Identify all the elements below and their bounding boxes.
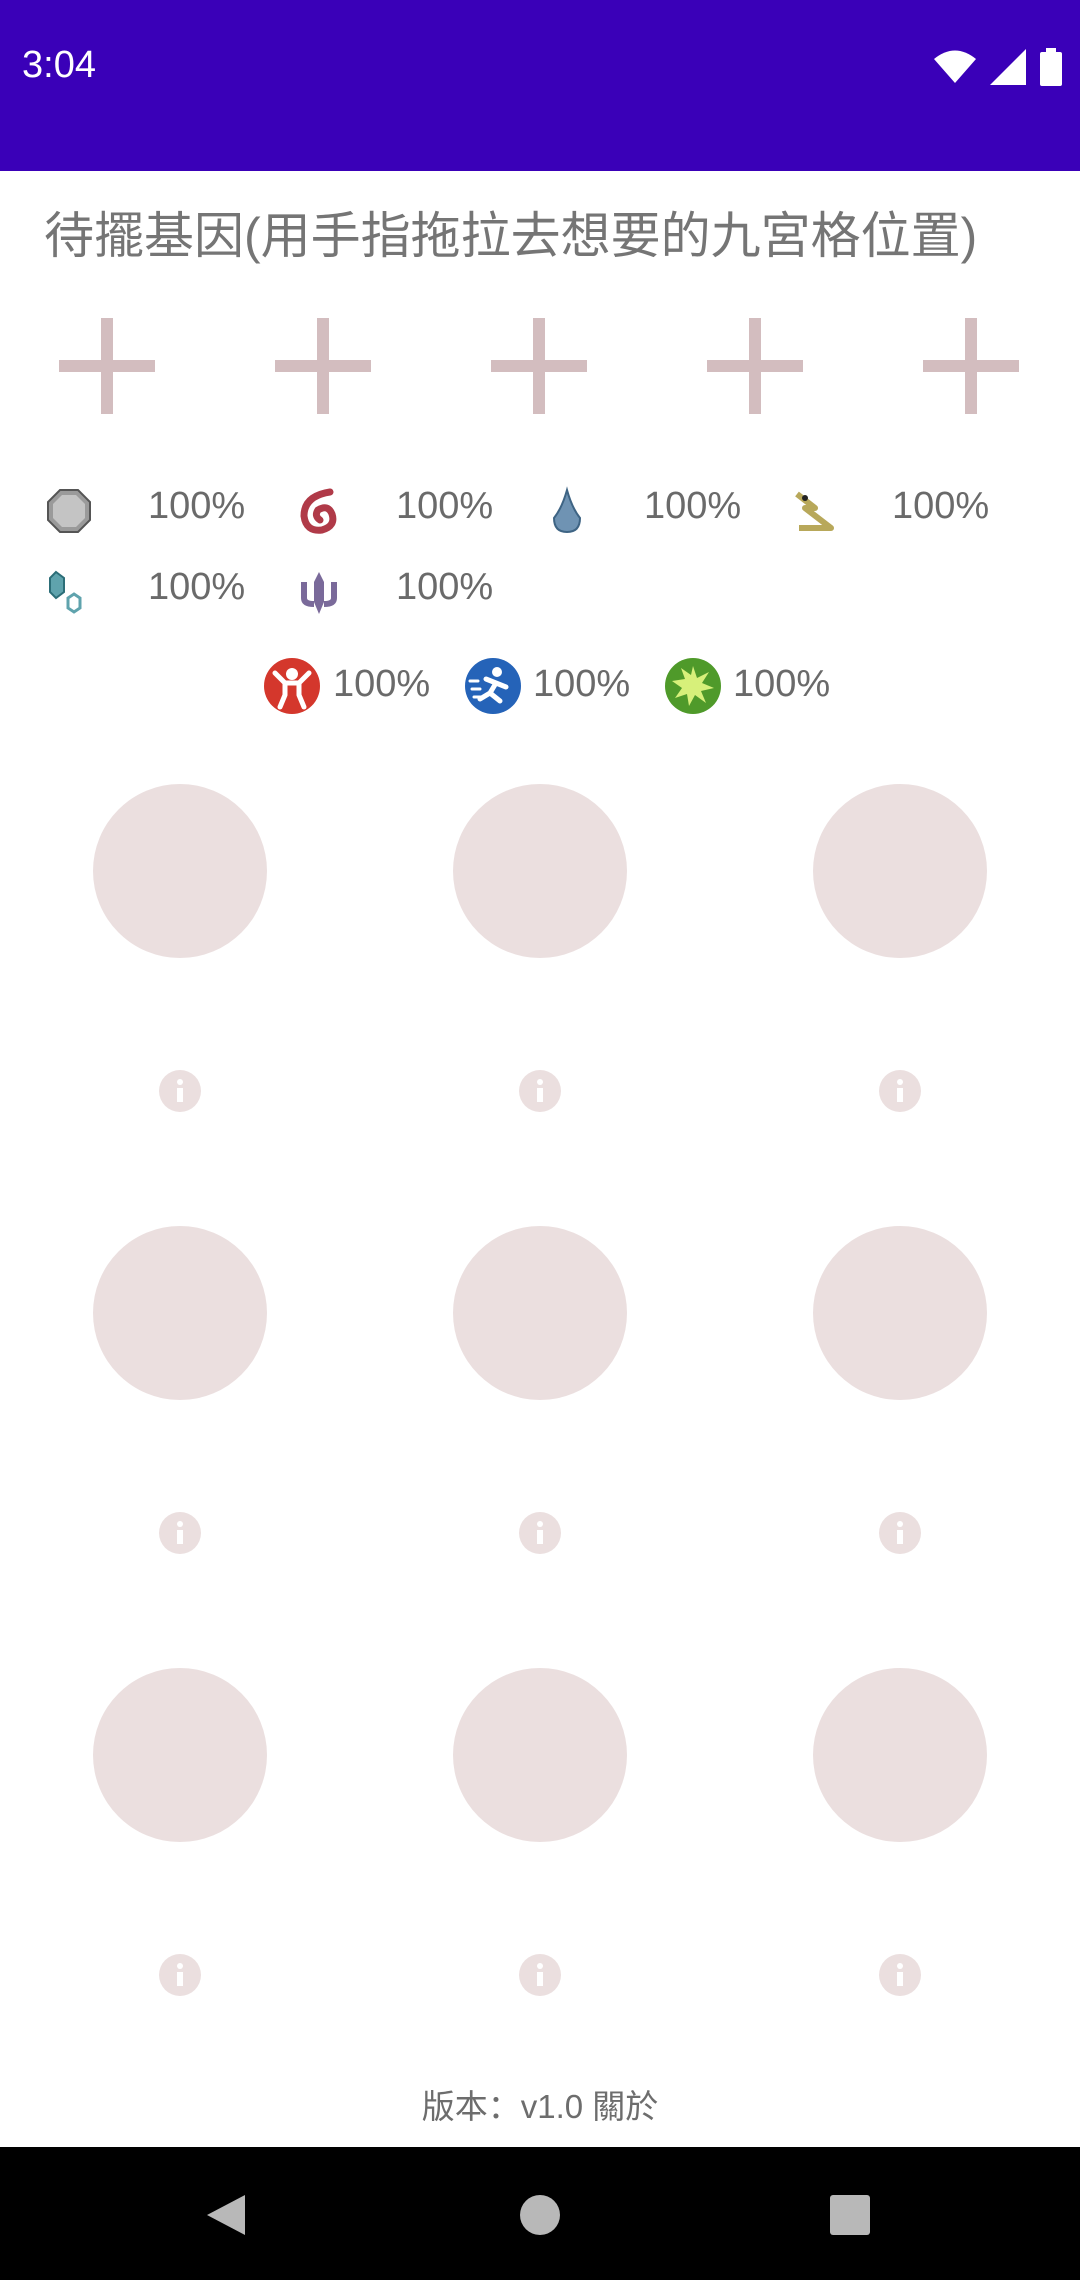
status-icons <box>934 48 1062 86</box>
version-footer[interactable]: 版本：v1.0 關於 <box>421 2088 659 2125</box>
battery-icon <box>1040 48 1062 86</box>
type-stat-crystal-percent: 100% <box>148 566 246 608</box>
grid-slot-9-info-icon[interactable] <box>879 1954 921 1996</box>
grid-slot-5-info-icon[interactable] <box>519 1512 561 1554</box>
steel-octagon-icon <box>47 489 91 533</box>
home-icon[interactable] <box>519 2194 561 2236</box>
type-stat-arrow-percent: 100% <box>892 485 990 527</box>
grid-slot-8-info-icon[interactable] <box>519 1954 561 1996</box>
signal-icon <box>990 49 1026 85</box>
add-gene-slot-3[interactable] <box>491 318 587 414</box>
grid-slot-1-info-icon[interactable] <box>159 1070 201 1112</box>
grid-slot-3[interactable] <box>813 784 987 958</box>
speed-icon <box>465 658 521 714</box>
add-gene-slot-1[interactable] <box>59 318 155 414</box>
navigation-bar <box>0 2147 1080 2280</box>
page-title: 待擺基因(用手指拖拉去想要的九宮格位置) <box>44 208 978 264</box>
status-bar: 3:04 <box>0 0 1080 171</box>
yellow-arrow-icon <box>795 491 834 531</box>
grid-slot-7[interactable] <box>93 1668 267 1842</box>
type-stat-trident-percent: 100% <box>396 566 494 608</box>
grid-slot-7-info-icon[interactable] <box>159 1954 201 1996</box>
type-stat-water-percent: 100% <box>644 485 742 527</box>
wifi-icon <box>934 50 976 83</box>
grid-slot-6-info-icon[interactable] <box>879 1512 921 1554</box>
burst-percent: 100% <box>733 663 831 705</box>
strength-icon <box>264 658 320 714</box>
grid-slot-8[interactable] <box>453 1668 627 1842</box>
grid-slot-9[interactable] <box>813 1668 987 1842</box>
add-gene-slot-2[interactable] <box>275 318 371 414</box>
teal-crystal-icon <box>49 570 82 614</box>
back-icon[interactable] <box>205 2193 247 2237</box>
grid-slot-6[interactable] <box>813 1226 987 1400</box>
gene-slot-row <box>0 318 1080 418</box>
add-gene-slot-4[interactable] <box>707 318 803 414</box>
type-stat-swirl-percent: 100% <box>396 485 494 527</box>
grid-slot-1[interactable] <box>93 784 267 958</box>
grid-slot-2-info-icon[interactable] <box>519 1070 561 1112</box>
burst-icon <box>665 658 721 714</box>
grid-slot-4[interactable] <box>93 1226 267 1400</box>
grid-slot-3-info-icon[interactable] <box>879 1070 921 1112</box>
type-stat-steel-percent: 100% <box>148 485 246 527</box>
grid-slot-4-info-icon[interactable] <box>159 1512 201 1554</box>
strength-percent: 100% <box>333 663 431 705</box>
water-drop-icon <box>552 486 582 534</box>
grid-slot-2[interactable] <box>453 784 627 958</box>
add-gene-slot-5[interactable] <box>923 318 1019 414</box>
red-swirl-icon <box>300 488 337 534</box>
grid-slot-5[interactable] <box>453 1226 627 1400</box>
purple-trident-icon <box>301 572 337 614</box>
status-time: 3:04 <box>22 44 96 86</box>
recents-icon[interactable] <box>829 2194 871 2236</box>
speed-percent: 100% <box>533 663 631 705</box>
